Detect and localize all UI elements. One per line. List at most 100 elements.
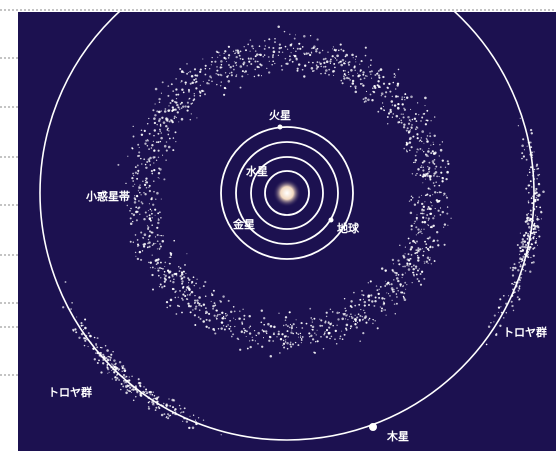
asteroid (132, 388, 134, 390)
asteroid (404, 93, 407, 96)
asteroid (303, 75, 306, 78)
asteroid (158, 118, 162, 121)
asteroid (143, 183, 147, 187)
asteroid (300, 337, 303, 340)
asteroid (239, 57, 242, 60)
asteroid (222, 295, 225, 298)
asteroid (153, 121, 157, 125)
asteroid (433, 260, 436, 262)
asteroid (417, 232, 419, 235)
asteroid (145, 392, 147, 395)
asteroid (208, 312, 211, 315)
asteroid (365, 321, 368, 324)
asteroid (311, 338, 315, 341)
asteroid (165, 124, 168, 128)
asteroid (307, 52, 310, 55)
asteroid (156, 248, 158, 250)
asteroid (145, 186, 148, 189)
asteroid (525, 187, 528, 190)
asteroid (487, 325, 491, 329)
asteroid (142, 236, 144, 239)
asteroid (157, 221, 160, 225)
asteroid (206, 81, 209, 85)
asteroid (299, 47, 302, 50)
asteroid (147, 227, 150, 230)
asteroid (406, 262, 409, 266)
asteroid (163, 270, 166, 273)
asteroid (328, 321, 330, 323)
asteroid (248, 60, 251, 63)
asteroid (404, 265, 406, 268)
asteroid (255, 53, 259, 56)
asteroid (182, 270, 185, 273)
asteroid (330, 335, 333, 338)
asteroid (152, 109, 155, 112)
asteroid (430, 201, 432, 204)
asteroid (177, 106, 180, 109)
asteroid (123, 369, 127, 372)
asteroid (395, 114, 399, 118)
asteroid (418, 149, 420, 151)
asteroid (154, 267, 156, 269)
asteroid (164, 261, 167, 264)
asteroid (319, 318, 321, 320)
asteroid (192, 99, 195, 102)
asteroid (322, 348, 325, 350)
asteroid (136, 239, 139, 241)
asteroid (374, 320, 376, 322)
asteroid (370, 59, 372, 61)
asteroid (386, 292, 388, 294)
asteroid (308, 332, 311, 335)
asteroid (328, 68, 331, 71)
asteroid (432, 194, 434, 196)
asteroid (529, 209, 532, 212)
asteroid (120, 383, 123, 385)
asteroid (416, 151, 418, 153)
asteroid (235, 51, 237, 53)
asteroid (344, 70, 346, 72)
asteroid (148, 391, 151, 394)
asteroid (420, 212, 422, 215)
asteroid (260, 64, 263, 67)
asteroid (96, 361, 99, 365)
asteroid (428, 174, 432, 178)
asteroid (165, 405, 168, 408)
asteroid (186, 63, 188, 65)
asteroid (110, 363, 112, 365)
asteroid (189, 415, 191, 417)
asteroid (527, 191, 530, 194)
asteroid (107, 359, 109, 362)
asteroid (399, 244, 401, 247)
asteroid (296, 67, 299, 70)
asteroid (297, 333, 300, 335)
asteroid (422, 254, 425, 257)
asteroid (151, 288, 155, 291)
asteroid (189, 311, 192, 314)
asteroid (514, 266, 517, 270)
asteroid (202, 419, 205, 421)
asteroid (126, 204, 129, 207)
asteroid (204, 64, 207, 67)
asteroid (197, 302, 199, 304)
asteroid (140, 201, 143, 203)
asteroid (348, 73, 350, 75)
asteroid (228, 64, 230, 66)
asteroid (323, 61, 326, 65)
asteroid (531, 186, 533, 188)
asteroid (421, 165, 423, 167)
asteroid (224, 312, 227, 315)
asteroid (427, 155, 429, 157)
asteroid (433, 134, 436, 138)
asteroid (282, 344, 284, 346)
asteroid (397, 121, 400, 124)
asteroid (527, 200, 530, 202)
asteroid (227, 74, 229, 77)
asteroid (384, 309, 386, 311)
asteroid (163, 413, 166, 416)
asteroid (371, 300, 374, 303)
asteroid (313, 45, 316, 48)
asteroid (351, 316, 354, 320)
asteroid (526, 145, 528, 147)
asteroid (173, 272, 176, 276)
asteroid (122, 385, 125, 388)
